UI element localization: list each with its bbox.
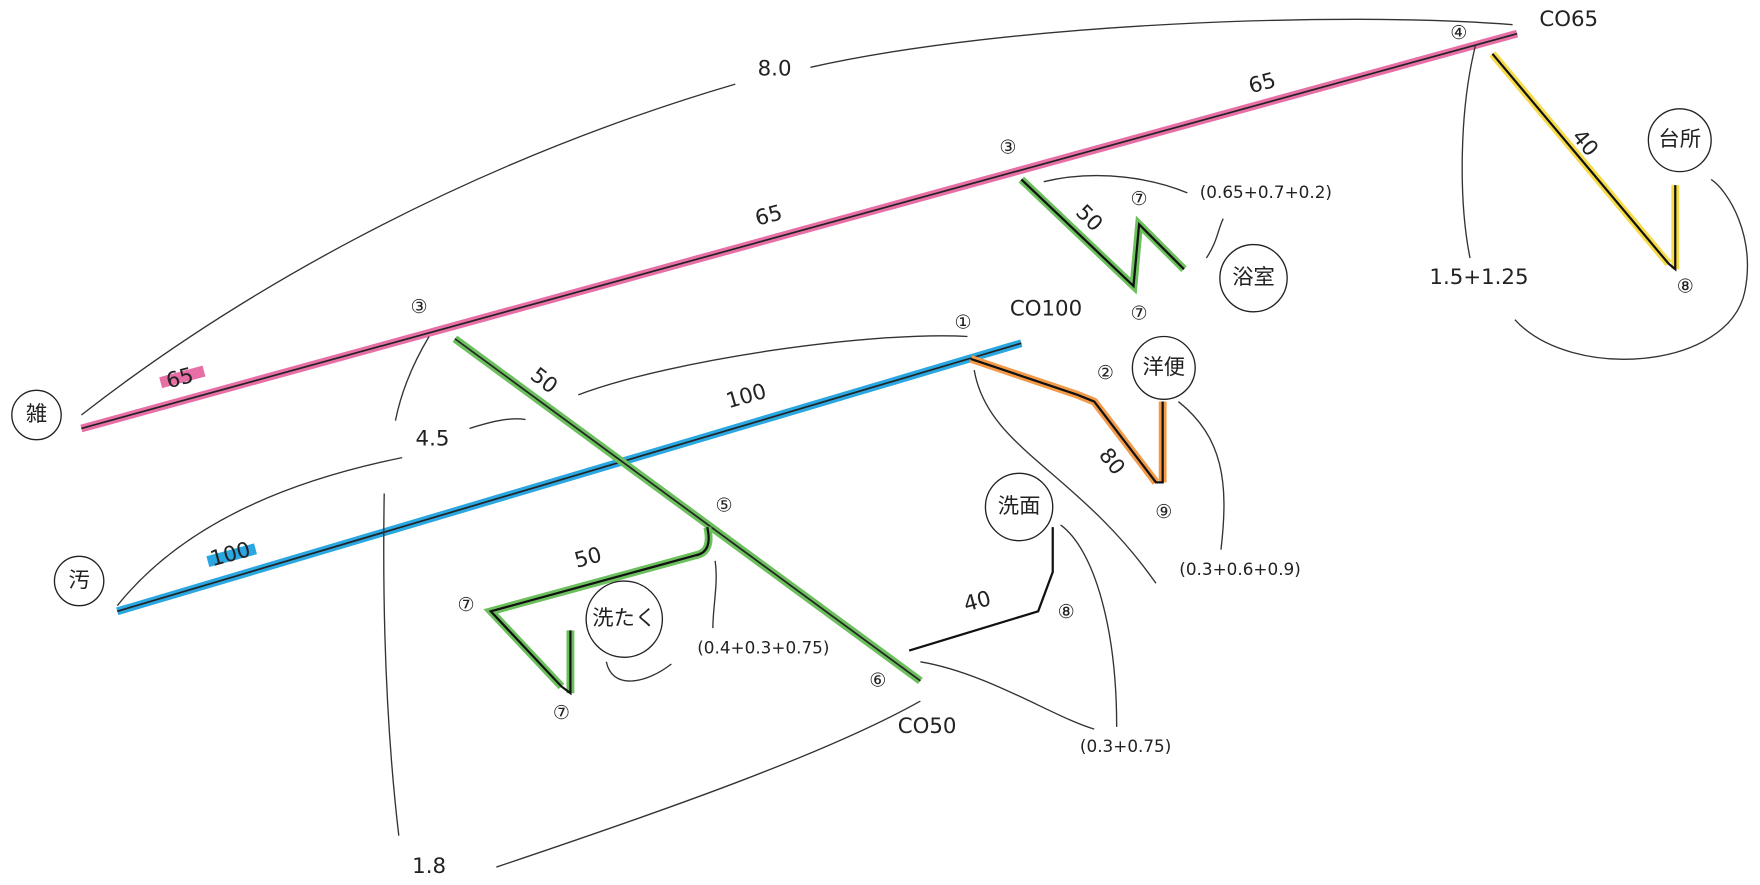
dimension: 8.0 (758, 57, 792, 82)
pipe-size: 65 (1246, 68, 1279, 99)
cleanout-label: CO100 (1010, 297, 1082, 322)
dimension: 1.5+1.25 (1429, 265, 1528, 290)
pipe-size: 50 (572, 543, 605, 574)
fitting-number: ① (954, 312, 971, 334)
dimension: 1.8 (412, 854, 446, 879)
pipe-size: 65 (752, 200, 785, 231)
cleanout-label: CO50 (898, 714, 957, 739)
dimension-lines (81, 19, 1747, 867)
fitting-number: ⑦ (1131, 188, 1148, 210)
fitting-number: ⑦ (458, 594, 475, 616)
dimension: 4.5 (416, 427, 450, 452)
fitting-number: ⑧ (1677, 276, 1694, 298)
pipe-size: 80 (1093, 443, 1129, 480)
dimension: (0.65+0.7+0.2) (1200, 182, 1332, 202)
room-label: 汚 (68, 568, 89, 593)
room-label: 洗面 (998, 494, 1041, 519)
pipes (81, 34, 1675, 694)
pipe-size: 65 (164, 363, 197, 394)
pipe-size: 40 (1567, 125, 1604, 162)
plumbing-diagram: 台所 浴室 洋便 雑 洗面 汚 洗たく 65 40 65 50 65 50 10… (0, 0, 1760, 885)
room-circles (12, 109, 1711, 657)
cleanout-label: CO65 (1539, 7, 1598, 32)
dimension: (0.4+0.3+0.75) (697, 637, 829, 657)
fitting-number: ② (1097, 362, 1114, 384)
room-label: 雑 (26, 402, 47, 427)
fitting-number: ⑥ (869, 669, 886, 691)
room-label: 台所 (1658, 127, 1701, 152)
room-label: 洗たく (592, 606, 656, 631)
labels: 台所 浴室 洋便 雑 洗面 汚 洗たく 65 40 65 50 65 50 10… (26, 7, 1701, 879)
dimension: (0.3+0.75) (1080, 736, 1171, 756)
fitting-number: ⑧ (1058, 601, 1075, 623)
fitting-number: ⑦ (553, 702, 570, 724)
dimension: (0.3+0.6+0.9) (1179, 559, 1301, 579)
fitting-number: ⑤ (716, 494, 733, 516)
pipe-size: 100 (208, 537, 254, 572)
fitting-number: ④ (1450, 22, 1467, 44)
fitting-number: ③ (999, 137, 1016, 159)
fitting-number: ⑦ (1131, 303, 1148, 325)
room-label: 浴室 (1232, 265, 1275, 290)
room-label: 洋便 (1142, 355, 1185, 380)
pipe-size: 40 (961, 586, 994, 617)
fitting-number: ③ (410, 296, 427, 318)
pipe-size: 100 (723, 379, 769, 414)
fitting-number: ⑨ (1155, 501, 1172, 523)
